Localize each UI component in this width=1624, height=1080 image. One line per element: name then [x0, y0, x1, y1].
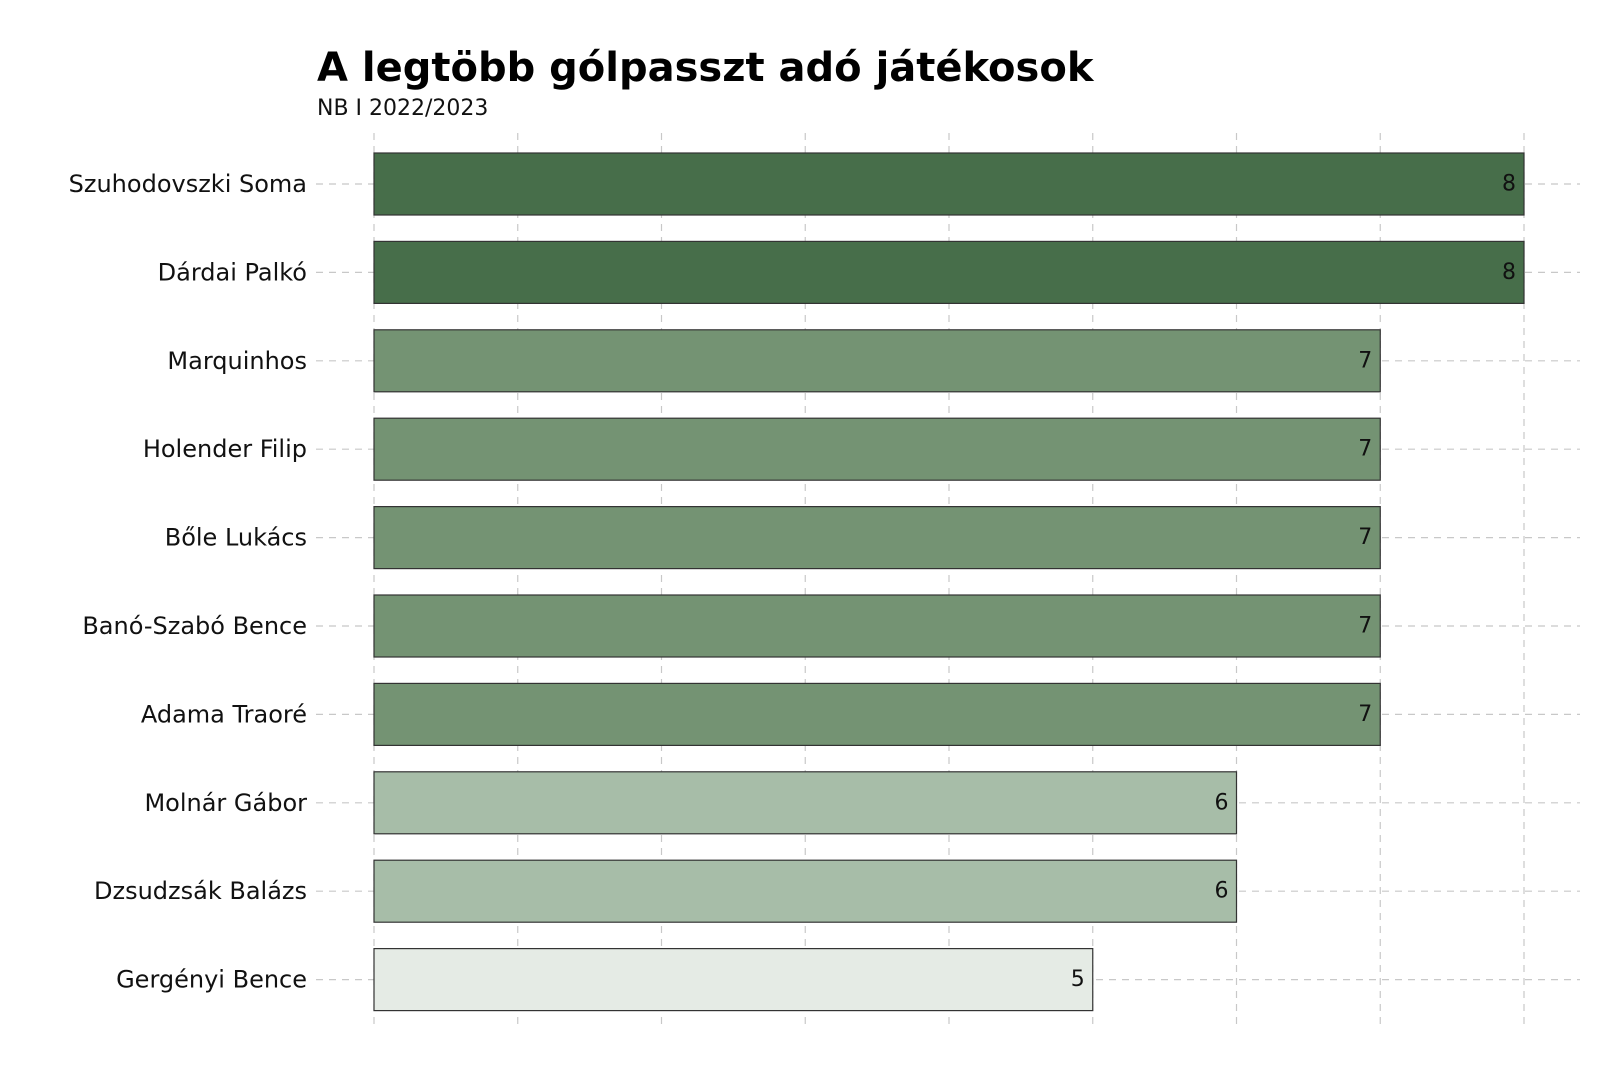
bar: [373, 329, 1381, 393]
bar: [373, 594, 1381, 658]
chart-title: A legtöbb gólpasszt adó játékosok: [317, 45, 1094, 91]
value-label: 6: [1215, 790, 1229, 815]
bar: [373, 682, 1381, 747]
bar: [373, 152, 1525, 216]
category-label: Holender Filip: [143, 435, 307, 463]
chart-subtitle: NB I 2022/2023: [317, 96, 489, 121]
bars: [373, 152, 1525, 1012]
category-label: Dzsudzsák Balázs: [94, 877, 307, 905]
category-label: Marquinhos: [167, 347, 307, 375]
category-label: Gergényi Bence: [116, 966, 307, 994]
value-label: 7: [1358, 614, 1372, 639]
value-label: 6: [1215, 879, 1229, 904]
category-label: Szuhodovszki Soma: [69, 170, 307, 198]
value-label: 7: [1358, 702, 1372, 727]
bar: [373, 506, 1381, 570]
bar: [373, 859, 1238, 923]
value-label: 7: [1358, 437, 1372, 462]
category-label: Adama Traoré: [141, 700, 307, 728]
category-label: Molnár Gábor: [144, 789, 307, 817]
value-label: 7: [1358, 525, 1372, 550]
bar: [373, 771, 1238, 835]
category-labels: Szuhodovszki Soma Dárdai Palkó Marquinhos H…: [69, 170, 307, 994]
value-label: 5: [1071, 967, 1085, 992]
category-label: Banó-Szabó Bence: [82, 612, 307, 640]
value-label: 8: [1502, 260, 1516, 285]
category-label: Bőle Lukács: [165, 524, 307, 552]
value-label: 8: [1502, 172, 1516, 197]
bar: [373, 417, 1381, 481]
value-labels: 8 8 7 7 7 7 7 6 6 5: [1071, 172, 1516, 993]
value-label: 7: [1358, 348, 1372, 373]
bar: [373, 240, 1525, 304]
category-label: Dárdai Palkó: [158, 258, 307, 286]
bar: [373, 947, 1094, 1012]
